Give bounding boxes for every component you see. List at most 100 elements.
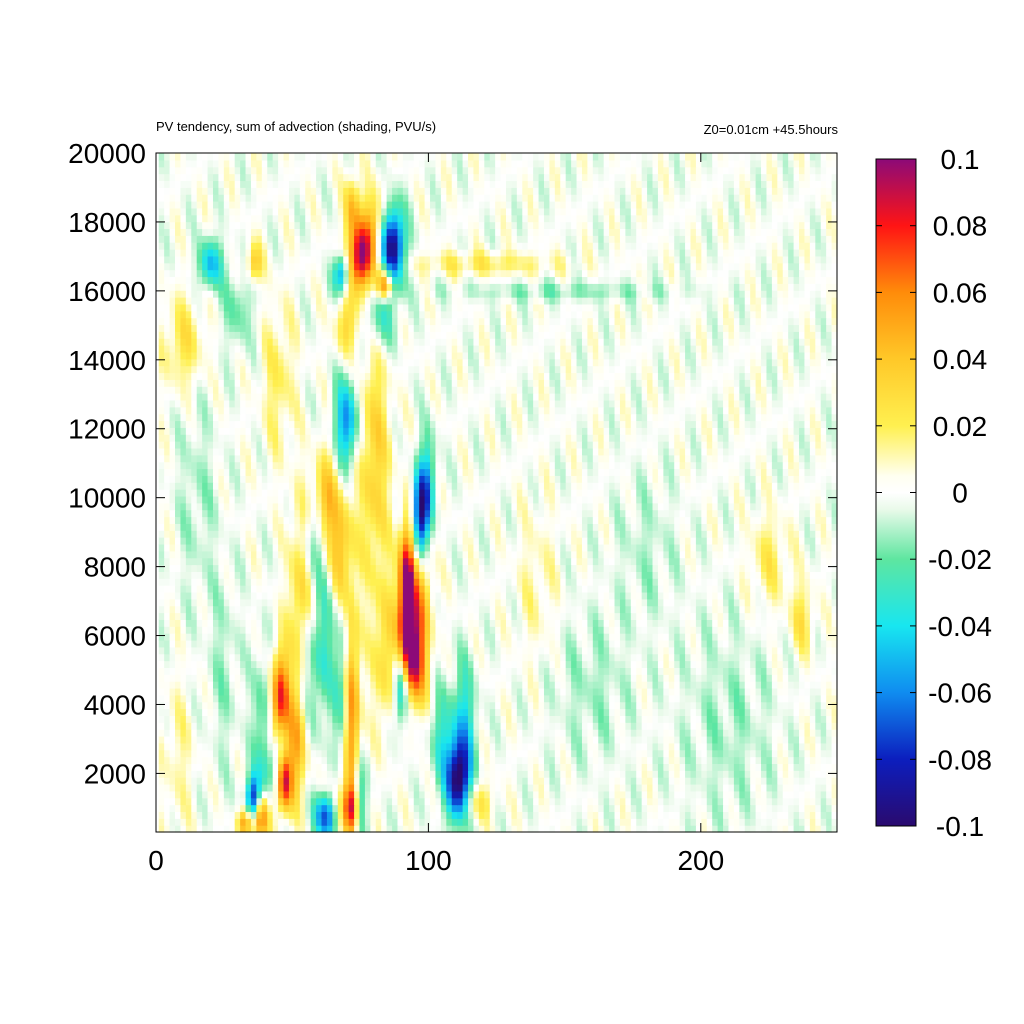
heatmap-cell xyxy=(191,626,198,634)
heatmap-cell xyxy=(359,811,366,819)
heatmap-cell xyxy=(657,626,664,634)
heatmap-cell xyxy=(581,585,588,593)
heatmap-cell xyxy=(185,804,192,813)
heatmap-cell xyxy=(571,681,578,689)
heatmap-cell xyxy=(207,742,214,751)
heatmap-cell xyxy=(495,701,502,710)
heatmap-cell xyxy=(272,783,279,792)
heatmap-cell xyxy=(674,735,681,744)
heatmap-cell xyxy=(636,790,643,799)
heatmap-cell xyxy=(826,681,833,689)
heatmap-cell xyxy=(549,639,556,648)
heatmap-cell xyxy=(430,660,437,668)
heatmap-cell xyxy=(587,591,594,600)
heatmap-cell xyxy=(457,605,464,614)
heatmap-cell xyxy=(175,749,182,758)
heatmap-cell xyxy=(348,804,355,813)
heatmap-cell xyxy=(175,777,182,785)
heatmap-cell xyxy=(560,811,567,819)
heatmap-cell xyxy=(440,585,447,593)
heatmap-cell xyxy=(419,646,426,655)
heatmap-cell xyxy=(549,646,556,655)
heatmap-cell xyxy=(218,578,225,586)
heatmap-cell xyxy=(218,729,225,737)
heatmap-cell xyxy=(326,701,333,710)
heatmap-cell xyxy=(272,585,279,593)
heatmap-cell xyxy=(180,818,187,826)
heatmap-cell xyxy=(364,729,371,737)
heatmap-cell xyxy=(440,818,447,826)
heatmap-cell xyxy=(381,763,388,771)
heatmap-cell xyxy=(489,756,496,765)
heatmap-cell xyxy=(706,729,713,737)
heatmap-cell xyxy=(788,639,795,648)
heatmap-cell xyxy=(701,701,708,710)
heatmap-cell xyxy=(250,701,257,710)
heatmap-cell xyxy=(614,790,621,799)
heatmap-cell xyxy=(647,605,654,614)
heatmap-cell xyxy=(592,639,599,648)
heatmap-cell xyxy=(240,571,247,579)
heatmap-cell xyxy=(175,626,182,634)
heatmap-cell xyxy=(229,639,236,648)
heatmap-cell xyxy=(402,825,409,833)
heatmap-cell xyxy=(229,646,236,655)
heatmap-cell xyxy=(359,735,366,744)
heatmap-cell xyxy=(630,585,637,593)
heatmap-cell xyxy=(207,571,214,579)
heatmap-cell xyxy=(799,701,806,710)
heatmap-cell xyxy=(706,783,713,792)
heatmap-cell xyxy=(348,729,355,737)
heatmap-cell xyxy=(245,770,252,778)
heatmap-cell xyxy=(381,797,388,806)
heatmap-cell xyxy=(256,783,263,792)
heatmap-cell xyxy=(451,605,458,614)
heatmap-cell xyxy=(484,639,491,648)
heatmap-cell xyxy=(603,742,610,751)
heatmap-cell xyxy=(744,701,751,710)
heatmap-cell xyxy=(375,749,382,758)
heatmap-cell xyxy=(571,790,578,799)
heatmap-cell xyxy=(484,626,491,634)
heatmap-cell xyxy=(663,756,670,765)
heatmap-cell xyxy=(576,742,583,751)
heatmap-cell xyxy=(804,694,811,703)
heatmap-cell xyxy=(413,777,420,785)
heatmap-cell xyxy=(706,605,713,614)
heatmap-cell xyxy=(478,825,485,833)
heatmap-cell xyxy=(799,674,806,682)
heatmap-cell xyxy=(549,557,556,566)
heatmap-cell xyxy=(809,667,816,675)
heatmap-cell xyxy=(408,681,415,689)
heatmap-cell xyxy=(397,715,404,723)
heatmap-cell xyxy=(267,811,274,819)
heatmap-cell xyxy=(299,557,306,566)
heatmap-cell xyxy=(191,598,198,607)
heatmap-cell xyxy=(668,811,675,819)
heatmap-cell xyxy=(245,722,252,730)
heatmap-cell xyxy=(690,797,697,806)
heatmap-cell xyxy=(413,612,420,620)
heatmap-cell xyxy=(245,612,252,620)
heatmap-cell xyxy=(777,811,784,819)
heatmap-cell xyxy=(278,825,285,833)
heatmap-cell xyxy=(652,749,659,758)
heatmap-cell xyxy=(332,790,339,799)
heatmap-cell xyxy=(538,701,545,710)
heatmap-cell xyxy=(500,626,507,634)
heatmap-cell xyxy=(413,564,420,572)
heatmap-cell xyxy=(359,770,366,778)
heatmap-cell xyxy=(695,564,702,572)
heatmap-cell xyxy=(744,797,751,806)
heatmap-cell xyxy=(316,612,323,620)
heatmap-cell xyxy=(511,646,518,655)
heatmap-cell xyxy=(495,585,502,593)
heatmap-cell xyxy=(223,790,230,799)
heatmap-cell xyxy=(332,598,339,607)
heatmap-cell xyxy=(695,783,702,792)
heatmap-cell xyxy=(674,681,681,689)
heatmap-cell xyxy=(354,818,361,826)
heatmap-cell xyxy=(576,633,583,641)
heatmap-cell xyxy=(397,653,404,662)
heatmap-cell xyxy=(826,646,833,655)
